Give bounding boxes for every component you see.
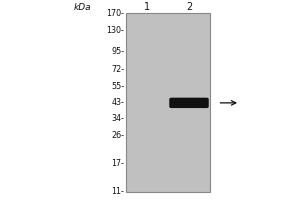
Text: 17-: 17-: [112, 159, 124, 168]
Text: 11-: 11-: [112, 188, 124, 196]
Text: 72-: 72-: [111, 65, 124, 74]
Text: 170-: 170-: [106, 8, 124, 18]
Text: 2: 2: [186, 2, 192, 12]
Text: 34-: 34-: [112, 114, 124, 123]
Text: 95-: 95-: [111, 47, 124, 56]
Text: kDa: kDa: [74, 2, 92, 11]
Text: 26-: 26-: [112, 131, 124, 140]
Text: 1: 1: [144, 2, 150, 12]
Text: 55-: 55-: [111, 82, 124, 91]
FancyBboxPatch shape: [169, 98, 209, 108]
Bar: [126, 13, 210, 192]
Text: 130-: 130-: [106, 26, 124, 35]
Text: 43-: 43-: [112, 98, 124, 107]
